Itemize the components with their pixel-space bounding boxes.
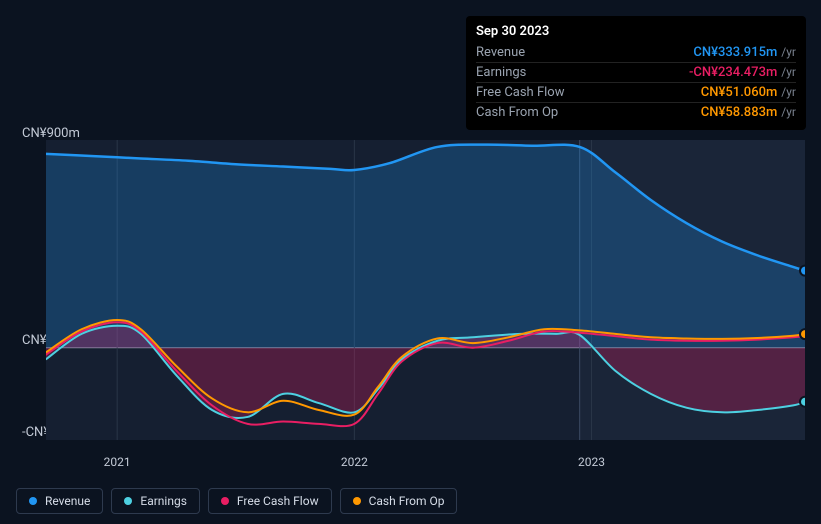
tooltip-unit: /yr <box>781 85 796 99</box>
tooltip-row: Cash From Op CN¥58.883m/yr <box>476 102 796 122</box>
x-tick: 2021 <box>104 455 131 469</box>
chart-area: CN¥900m CN¥0 -CN¥400m Past 202120222023 <box>16 120 805 460</box>
legend-dot-icon <box>29 497 37 505</box>
legend-dot-icon <box>353 497 361 505</box>
tooltip-label: Cash From Op <box>476 105 558 120</box>
legend-label: Free Cash Flow <box>237 494 319 508</box>
tooltip-value: CN¥58.883m <box>701 105 778 120</box>
legend-item[interactable]: Cash From Op <box>340 488 458 514</box>
x-tick: 2022 <box>341 455 368 469</box>
chart-svg[interactable] <box>46 140 805 440</box>
legend-item[interactable]: Free Cash Flow <box>208 488 332 514</box>
tooltip-unit: /yr <box>781 105 796 119</box>
legend: Revenue Earnings Free Cash Flow Cash From O… <box>16 488 457 514</box>
legend-dot-icon <box>221 497 229 505</box>
tooltip-row: Revenue CN¥333.915m/yr <box>476 43 796 62</box>
x-tick: 2023 <box>578 455 605 469</box>
legend-label: Revenue <box>45 494 90 508</box>
tooltip-label: Earnings <box>476 65 526 80</box>
tooltip-value: CN¥333.915m <box>693 45 777 60</box>
legend-item[interactable]: Revenue <box>16 488 103 514</box>
tooltip-value: -CN¥234.473m <box>689 65 777 80</box>
tooltip-unit: /yr <box>781 45 796 59</box>
tooltip-row: Earnings -CN¥234.473m/yr <box>476 62 796 82</box>
legend-dot-icon <box>124 497 132 505</box>
tooltip-unit: /yr <box>781 65 796 79</box>
tooltip-date: Sep 30 2023 <box>476 24 796 39</box>
chart-tooltip: Sep 30 2023 RevenueCN¥333.915m/yrEarning… <box>466 16 806 130</box>
legend-label: Earnings <box>140 494 187 508</box>
tooltip-row: Free Cash Flow CN¥51.060m/yr <box>476 82 796 102</box>
y-tick-max: CN¥900m <box>22 126 80 141</box>
tooltip-label: Revenue <box>476 45 525 60</box>
tooltip-label: Free Cash Flow <box>476 85 564 100</box>
legend-label: Cash From Op <box>369 494 445 508</box>
legend-item[interactable]: Earnings <box>111 488 200 514</box>
tooltip-value: CN¥51.060m <box>701 85 778 100</box>
financial-chart-card: Sep 30 2023 RevenueCN¥333.915m/yrEarning… <box>0 0 821 524</box>
